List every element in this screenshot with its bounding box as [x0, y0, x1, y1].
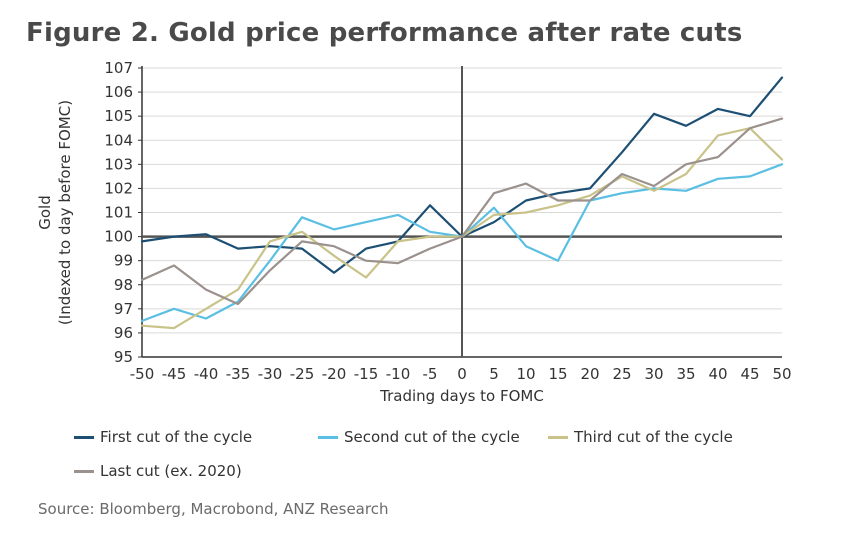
y-tick-label: 98	[114, 276, 133, 294]
x-tick-label: -5	[423, 365, 438, 383]
x-tick-label: -25	[290, 365, 315, 383]
y-tick-label: 97	[114, 300, 133, 318]
legend-label: First cut of the cycle	[100, 428, 253, 446]
source-note: Source: Bloomberg, Macrobond, ANZ Resear…	[38, 500, 389, 518]
legend-label: Last cut (ex. 2020)	[100, 462, 242, 480]
x-tick-label: 20	[580, 365, 599, 383]
x-tick-label: -20	[322, 365, 347, 383]
series-group	[140, 76, 784, 330]
legend-label: Second cut of the cycle	[344, 428, 520, 446]
y-tick-label: 96	[114, 324, 133, 342]
y-tick-label: 99	[114, 252, 133, 270]
x-tick-label: 50	[772, 365, 791, 383]
legend-item: First cut of the cycle	[74, 428, 252, 446]
x-tick-label: 15	[548, 365, 567, 383]
x-tick-label: 0	[457, 365, 467, 383]
x-tick-label: -50	[130, 365, 155, 383]
legend-item: Last cut (ex. 2020)	[74, 462, 242, 480]
legend-swatch	[318, 435, 338, 439]
chart-title: Figure 2. Gold price performance after r…	[26, 18, 743, 48]
y-tick-label: 102	[104, 179, 133, 197]
axes	[141, 66, 782, 358]
x-tick-label: 35	[676, 365, 695, 383]
y-tick-label: 103	[104, 155, 133, 173]
legend-swatch	[74, 435, 94, 439]
x-tick-label: -10	[386, 365, 411, 383]
y-axis-label: Gold	[36, 195, 54, 230]
x-tick-label: -15	[354, 365, 379, 383]
legend-item: Third cut of the cycle	[548, 428, 733, 446]
x-tick-labels: -50 -45 -40 -35 -30 -25 -20 -15 -10 -5 0 5 10 15 20 25 3…	[130, 365, 792, 383]
y-tick-label: 101	[104, 204, 133, 222]
x-tick-label: 45	[740, 365, 759, 383]
legend-swatch	[74, 469, 94, 473]
x-tick-label: 30	[644, 365, 663, 383]
x-tick-label: 5	[489, 365, 499, 383]
x-tick-label: -40	[194, 365, 219, 383]
series-line-last-cut-ex-2020	[140, 117, 784, 306]
x-tick-label: -45	[162, 365, 187, 383]
legend-item: Second cut of the cycle	[318, 428, 520, 446]
x-tick-label: -35	[226, 365, 251, 383]
y-tick-label: 106	[104, 83, 133, 101]
legend-label: Third cut of the cycle	[574, 428, 733, 446]
y-tick-label: 105	[104, 107, 133, 125]
x-tick-label: 25	[612, 365, 631, 383]
x-tick-label: -30	[258, 365, 283, 383]
y-tick-label: 104	[104, 131, 133, 149]
x-tick-label: 40	[708, 365, 727, 383]
y-axis-sublabel: (Indexed to day before FOMC)	[56, 100, 74, 325]
y-tick-label: 100	[104, 228, 133, 246]
x-axis-label: Trading days to FOMC	[379, 387, 544, 405]
x-tick-label: 10	[516, 365, 535, 383]
y-tick-label: 107	[104, 59, 133, 77]
y-tick-label: 95	[114, 348, 133, 366]
legend-swatch	[548, 435, 568, 439]
y-tick-labels: 95 96 97 98 99 100 101 102 103 104 105 106 107	[104, 59, 142, 366]
